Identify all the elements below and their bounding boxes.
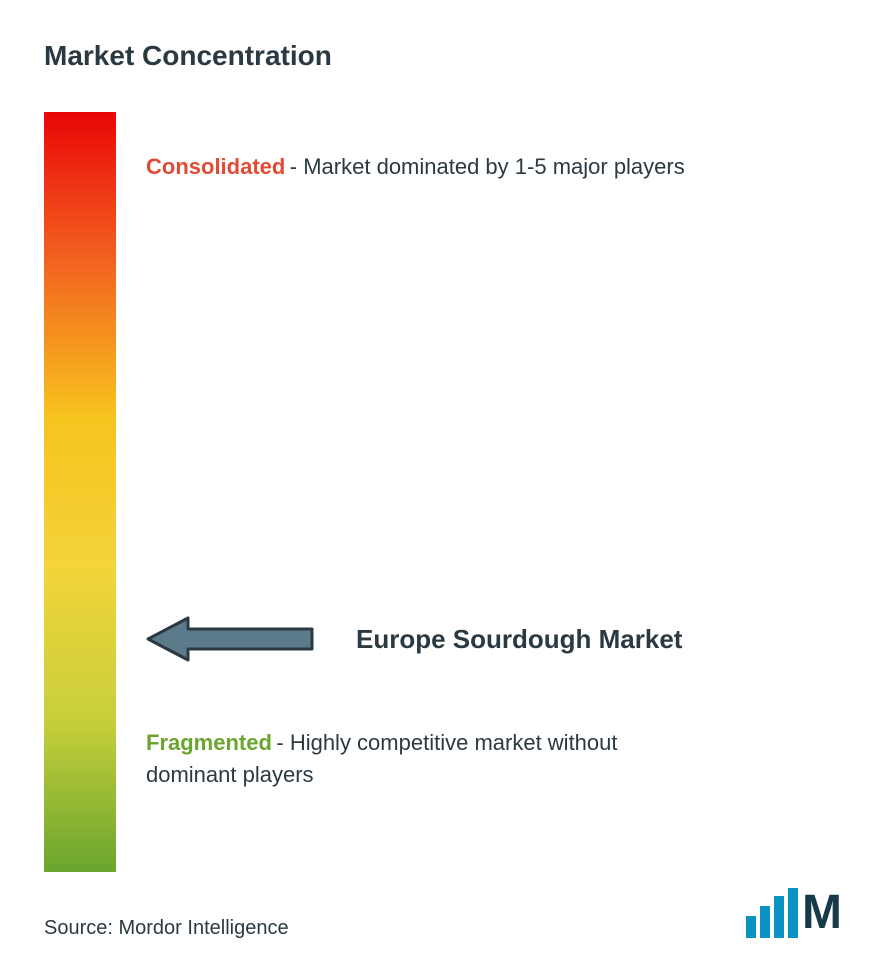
labels-column: Consolidated - Market dominated by 1-5 m… (146, 112, 840, 872)
source-attribution: Source: Mordor Intelligence (44, 917, 289, 940)
chart-title: Market Concentration (44, 40, 840, 72)
footer: Source: Mordor Intelligence M (44, 885, 840, 940)
consolidated-label: Consolidated - Market dominated by 1-5 m… (146, 154, 830, 180)
fragmented-label: Fragmented - Highly competitive market w… (146, 730, 830, 788)
logo-letter: M (802, 885, 840, 940)
market-name-label: Europe Sourdough Market (356, 624, 682, 655)
consolidated-keyword: Consolidated (146, 154, 285, 179)
fragmented-keyword: Fragmented (146, 730, 272, 755)
arrow-left-icon (146, 612, 316, 666)
fragmented-desc-line1: - Highly competitive market without (276, 730, 617, 755)
fragmented-desc-line2: dominant players (146, 762, 830, 788)
market-marker: Europe Sourdough Market (146, 612, 830, 666)
logo-bars-icon (746, 888, 798, 938)
main-area: Consolidated - Market dominated by 1-5 m… (44, 112, 840, 872)
concentration-gradient-bar (44, 112, 116, 872)
consolidated-desc: - Market dominated by 1-5 major players (290, 154, 685, 179)
mordor-logo: M (746, 885, 840, 940)
